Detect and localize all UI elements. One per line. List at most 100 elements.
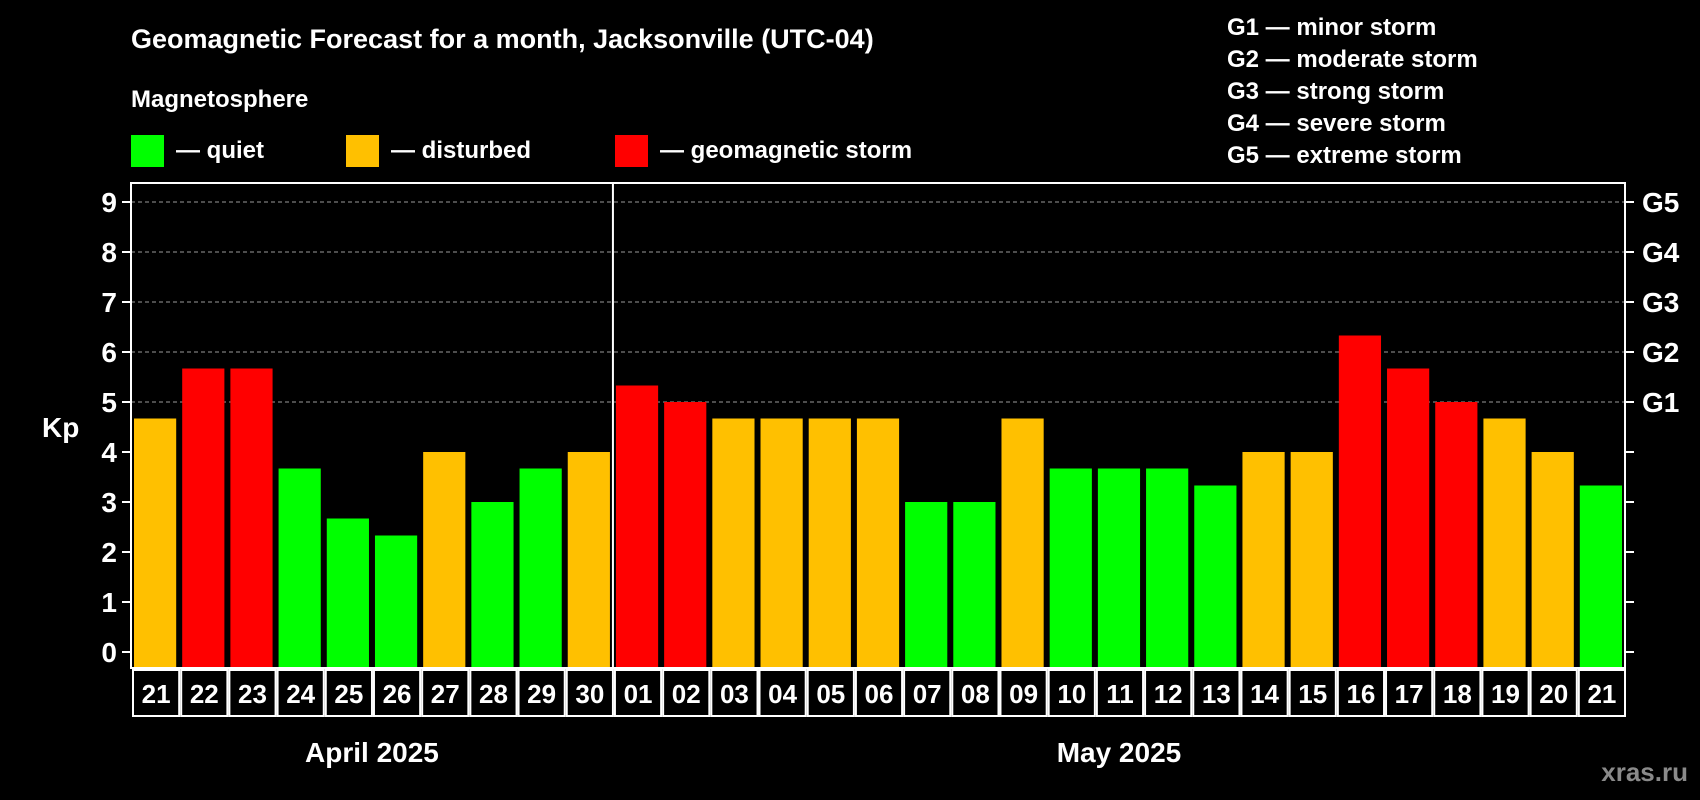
y-tick-label: 2 xyxy=(101,537,117,568)
bar xyxy=(1483,418,1526,668)
date-cell xyxy=(1192,669,1241,717)
bar xyxy=(182,368,225,668)
date-label: 13 xyxy=(1202,679,1231,709)
date-label: 25 xyxy=(334,679,363,709)
bar xyxy=(519,468,562,668)
legend-storm: — geomagnetic storm xyxy=(615,135,912,167)
bar xyxy=(278,468,321,668)
date-cell xyxy=(180,669,229,717)
date-label: 02 xyxy=(672,679,701,709)
date-cell xyxy=(806,669,855,717)
y-tick-label: 0 xyxy=(101,637,117,668)
y-tick-label: 9 xyxy=(101,187,117,218)
bar xyxy=(760,418,803,668)
plot-frame xyxy=(130,182,1626,669)
chart-subtitle: Magnetosphere xyxy=(131,86,309,113)
date-label: 27 xyxy=(431,679,460,709)
bar xyxy=(1435,402,1478,668)
bar xyxy=(1049,468,1092,668)
date-label: 28 xyxy=(479,679,508,709)
bar xyxy=(1146,468,1189,668)
date-cell xyxy=(662,669,711,717)
date-cell xyxy=(276,669,325,717)
legend-quiet: — quiet xyxy=(131,135,264,167)
date-label: 18 xyxy=(1443,679,1472,709)
bar xyxy=(1338,335,1382,668)
legend-swatch xyxy=(615,135,648,167)
bar xyxy=(808,418,851,668)
bar xyxy=(1579,485,1622,668)
date-cell xyxy=(1240,669,1289,717)
date-cell xyxy=(1481,669,1530,717)
date-cell xyxy=(1288,669,1337,717)
storm-scale-g3: G3 — strong storm xyxy=(1227,78,1445,105)
date-cell xyxy=(228,669,277,717)
legend-disturbed: — disturbed xyxy=(346,135,531,167)
date-cell xyxy=(854,669,904,717)
date-label: 22 xyxy=(190,679,219,709)
date-label: 21 xyxy=(142,679,171,709)
g-scale-label: G4 xyxy=(1642,237,1680,268)
bar xyxy=(856,418,900,668)
bar xyxy=(134,418,177,668)
date-cell xyxy=(1433,669,1482,717)
date-cell xyxy=(903,669,952,717)
date-label: 04 xyxy=(768,679,797,709)
bar xyxy=(230,368,273,668)
g-scale-label: G1 xyxy=(1642,387,1679,418)
bar xyxy=(1290,452,1333,668)
date-cell xyxy=(517,669,566,717)
chart-title: Geomagnetic Forecast for a month, Jackso… xyxy=(131,24,874,54)
date-label: 17 xyxy=(1395,679,1424,709)
date-cell xyxy=(421,669,470,717)
y-axis-label: Kp xyxy=(42,412,80,443)
date-label: 23 xyxy=(238,679,267,709)
legend-swatch xyxy=(346,135,379,167)
date-cell xyxy=(951,669,1000,717)
date-label: 09 xyxy=(1009,679,1038,709)
date-label: 10 xyxy=(1057,679,1086,709)
y-tick-label: 8 xyxy=(101,237,117,268)
bar xyxy=(712,418,755,668)
date-label: 26 xyxy=(383,679,412,709)
date-label: 11 xyxy=(1106,679,1134,709)
y-tick-label: 1 xyxy=(101,587,117,618)
date-cell xyxy=(324,669,373,717)
date-cell xyxy=(372,669,422,717)
date-cell xyxy=(1144,669,1193,717)
date-label: 07 xyxy=(913,679,942,709)
bar xyxy=(567,452,610,668)
date-label: 20 xyxy=(1539,679,1568,709)
date-label: 15 xyxy=(1298,679,1327,709)
y-tick-label: 5 xyxy=(101,387,117,418)
bar xyxy=(326,518,369,668)
date-cell xyxy=(469,669,518,717)
legend-label: — geomagnetic storm xyxy=(660,137,913,164)
bar xyxy=(374,535,418,668)
bar xyxy=(1001,418,1044,668)
date-cell xyxy=(1529,669,1578,717)
date-cell xyxy=(1577,669,1626,717)
date-cell xyxy=(565,669,614,717)
date-label: 12 xyxy=(1154,679,1183,709)
date-label: 14 xyxy=(1250,679,1279,709)
g-scale-label: G2 xyxy=(1642,337,1679,368)
y-tick-label: 3 xyxy=(101,487,117,518)
bar xyxy=(471,502,514,668)
legend-swatch xyxy=(131,135,164,167)
date-cell xyxy=(1047,669,1096,717)
legend-label: — disturbed xyxy=(391,137,532,164)
date-cell xyxy=(1385,669,1434,717)
bar xyxy=(1387,368,1430,668)
date-cell xyxy=(613,669,663,717)
bar xyxy=(423,452,466,668)
date-label: 19 xyxy=(1491,679,1520,709)
date-cell xyxy=(758,669,807,717)
date-cell xyxy=(999,669,1048,717)
date-cell xyxy=(1095,669,1145,717)
date-cell xyxy=(710,669,759,717)
date-label: 16 xyxy=(1346,679,1375,709)
g-scale-label: G5 xyxy=(1642,187,1679,218)
storm-scale-g4: G4 — severe storm xyxy=(1227,110,1446,137)
